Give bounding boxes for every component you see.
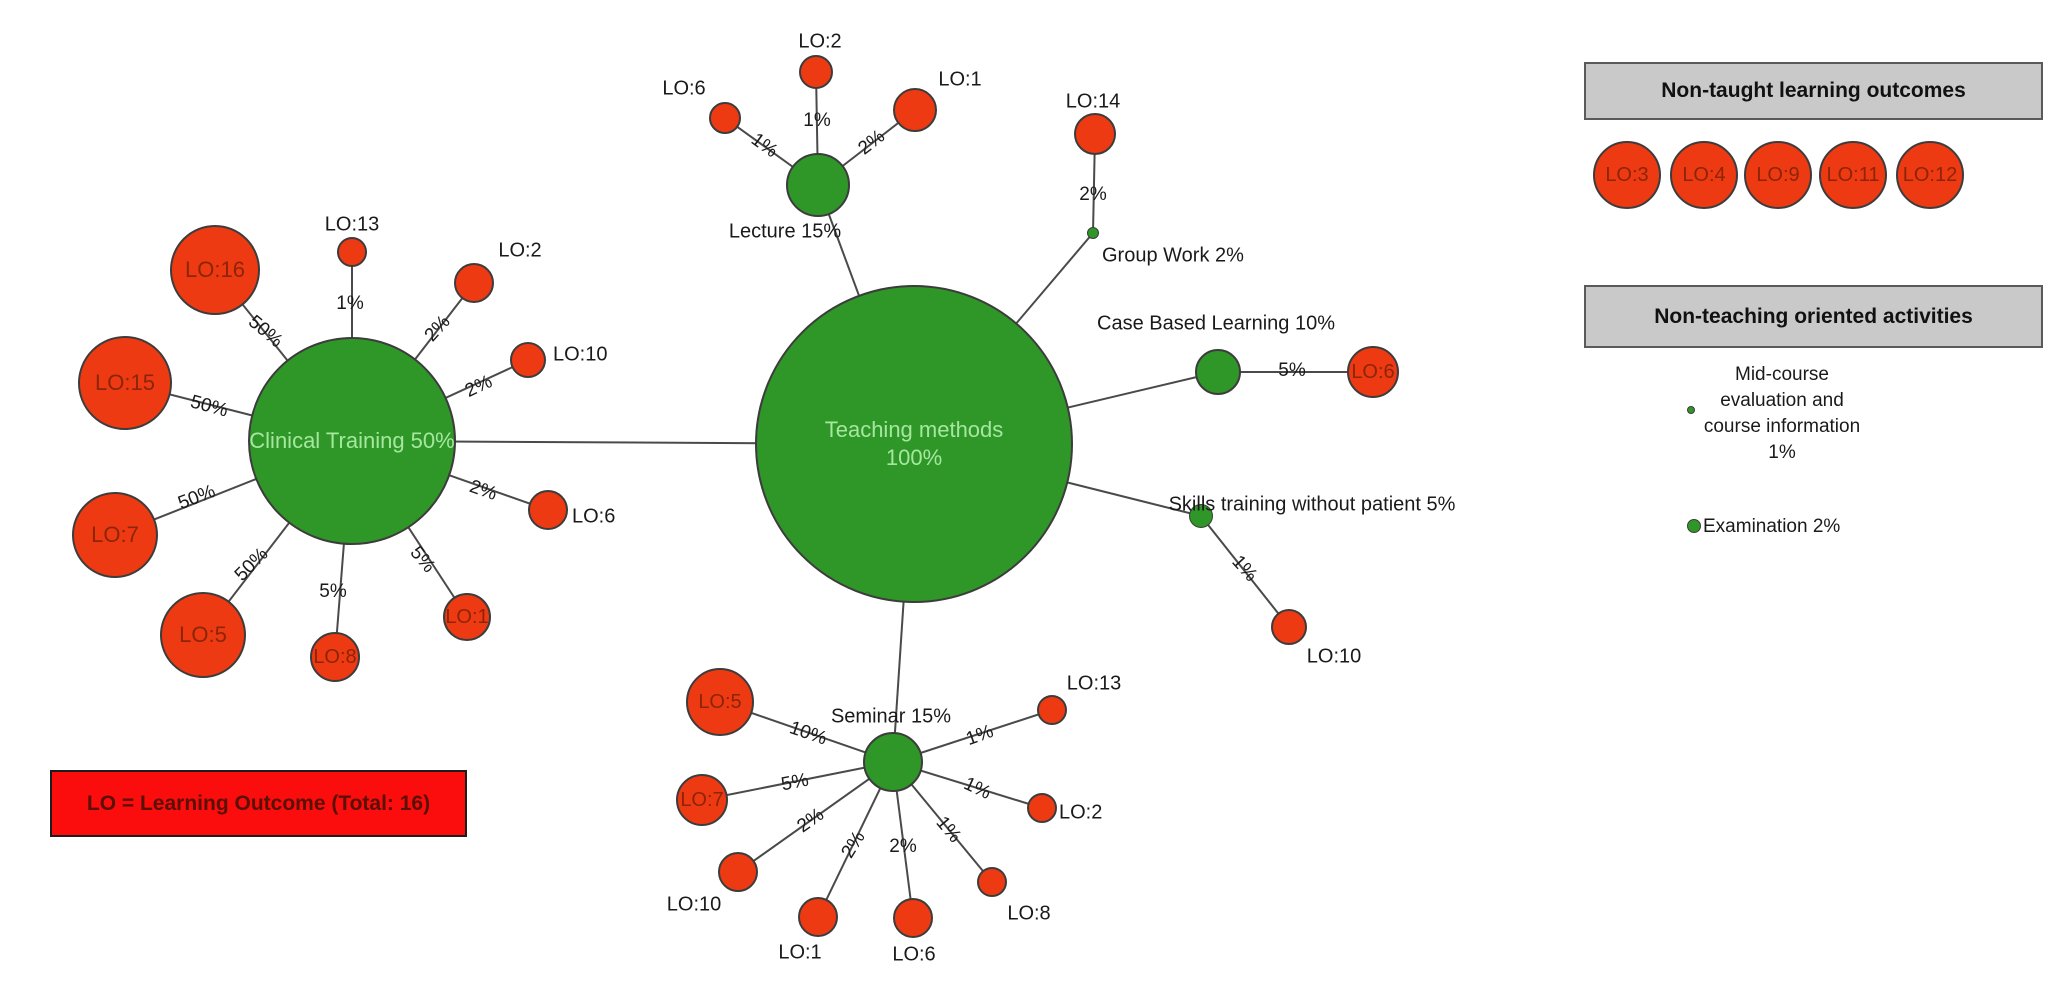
- satellite-clinical-lo7: LO:7: [72, 492, 158, 578]
- node-lecture: [786, 153, 850, 217]
- satellite-seminar-lo10-label: LO:10: [666, 893, 722, 916]
- legend-midcourse-dot: [1687, 406, 1695, 414]
- satellite-clinical-lo5-label: LO:5: [179, 622, 227, 647]
- node-group-work: [1087, 227, 1099, 239]
- node-clinical-training-label: Clinical Training 50%: [249, 428, 455, 453]
- legend-examination-dot: [1687, 519, 1701, 533]
- satellite-clinical-lo16: LO:16: [170, 225, 260, 315]
- satellite-lecture-lo6-label: LO:6: [662, 77, 706, 100]
- node-skills-training-label: Skills training without patient 5%: [1168, 493, 1456, 516]
- satellite-seminar-lo1: [798, 897, 838, 937]
- node-teaching-methods: Teaching methods 100%: [755, 285, 1073, 603]
- satellite-clinical-lo6: [528, 490, 568, 530]
- edge-label-groupwork-lo14: 2%: [1079, 184, 1107, 205]
- edge-skills-lo10: [1200, 515, 1290, 628]
- satellite-clinical-lo8-label: LO:8: [313, 645, 357, 668]
- satellite-clinical-lo15-label: LO:15: [95, 370, 155, 395]
- satellite-seminar-lo8: [977, 867, 1007, 897]
- legend-circle-lo12: LO:12: [1896, 141, 1964, 209]
- satellite-seminar-lo5: LO:5: [686, 668, 754, 736]
- satellite-clinical-lo7-label: LO:7: [91, 522, 139, 547]
- legend-midcourse-label: Mid-course evaluation and course informa…: [1703, 364, 1861, 463]
- node-case-based-learning: [1195, 349, 1241, 395]
- satellite-clinical-lo5: LO:5: [160, 592, 246, 678]
- satellite-clinical-lo13: [337, 237, 367, 267]
- satellite-lecture-lo6: [709, 102, 741, 134]
- satellite-clinical-lo1-label: LO:1: [445, 605, 489, 628]
- legend-circle-lo4: LO:4: [1670, 141, 1738, 209]
- satellite-clinical-lo6-label: LO:6: [572, 505, 616, 528]
- legend-circle-lo11: LO:11: [1819, 141, 1887, 209]
- edge-label-lecture-lo2: 1%: [803, 110, 831, 131]
- satellite-clinical-lo2-label: LO:2: [498, 239, 542, 262]
- edge-label-clinical-lo8: 5%: [319, 581, 347, 602]
- satellite-skills-lo10: [1271, 609, 1307, 645]
- satellite-seminar-lo6: [893, 898, 933, 938]
- note-box: LO = Learning Outcome (Total: 16): [50, 770, 467, 837]
- legend-non-teaching-header: Non-teaching oriented activities: [1584, 285, 2043, 348]
- node-seminar: [863, 732, 923, 792]
- node-group-work-label: Group Work 2%: [1102, 244, 1244, 267]
- satellite-seminar-lo6-label: LO:6: [892, 943, 936, 966]
- satellite-seminar-lo8-label: LO:8: [1007, 902, 1051, 925]
- legend-circle-lo9: LO:9: [1744, 141, 1812, 209]
- node-clinical-training: Clinical Training 50%: [248, 337, 456, 545]
- legend-circle-lo11-label: LO:11: [1826, 163, 1880, 186]
- edge-label-seminar-lo6: 2%: [889, 836, 917, 857]
- edge-label-clinical-lo13: 1%: [336, 293, 364, 314]
- node-seminar-label: Seminar 15%: [830, 705, 952, 728]
- legend-circle-lo4-label: LO:4: [1682, 163, 1726, 186]
- satellite-seminar-lo10: [718, 852, 758, 892]
- legend-non-teaching-title: Non-teaching oriented activities: [1654, 304, 1973, 328]
- legend-circle-lo12-label: LO:12: [1902, 163, 1958, 186]
- legend-non-taught-title: Non-taught learning outcomes: [1661, 79, 1966, 102]
- satellite-seminar-lo7-label: LO:7: [680, 788, 724, 811]
- satellite-lecture-lo1-label: LO:1: [938, 68, 982, 91]
- satellite-groupwork-lo14-label: LO:14: [1065, 90, 1121, 113]
- satellite-clinical-lo10: [510, 342, 546, 378]
- satellite-clinical-lo1: LO:1: [443, 593, 491, 641]
- node-teaching-methods-label: Teaching methods 100%: [824, 417, 1004, 470]
- satellite-clinical-lo2: [454, 263, 494, 303]
- legend-circle-lo3: LO:3: [1593, 141, 1661, 209]
- node-case-based-learning-label: Case Based Learning 10%: [1097, 312, 1335, 335]
- edge-seminar-lo10: [737, 761, 894, 873]
- satellite-seminar-lo2-label: LO:2: [1059, 801, 1103, 824]
- satellite-clinical-lo16-label: LO:16: [185, 257, 245, 282]
- legend-examination-label: Examination 2%: [1703, 516, 1841, 537]
- satellite-lecture-lo2: [799, 55, 833, 89]
- satellite-lecture-lo1: [893, 88, 937, 132]
- satellite-lecture-lo2-label: LO:2: [798, 30, 842, 53]
- satellite-casebased-lo6: LO:6: [1347, 346, 1399, 398]
- satellite-seminar-lo1-label: LO:1: [778, 941, 822, 964]
- edge-seminar-lo7: [701, 761, 894, 801]
- satellite-seminar-lo13-label: LO:13: [1066, 672, 1122, 695]
- satellite-clinical-lo15: LO:15: [78, 336, 172, 430]
- edge-label-casebased-lo6: 5%: [1278, 360, 1306, 381]
- node-skills-training: [1189, 504, 1213, 528]
- satellite-groupwork-lo14: [1074, 113, 1116, 155]
- satellite-casebased-lo6-label: LO:6: [1351, 360, 1395, 383]
- satellite-clinical-lo10-label: LO:10: [553, 343, 608, 366]
- satellite-seminar-lo7: LO:7: [676, 774, 728, 826]
- legend-circle-lo3-label: LO:3: [1605, 163, 1649, 186]
- legend-circle-lo9-label: LO:9: [1756, 163, 1800, 186]
- legend-non-taught-header: Non-taught learning outcomes: [1584, 62, 2043, 120]
- satellite-seminar-lo5-label: LO:5: [698, 690, 742, 713]
- satellite-clinical-lo13-label: LO:13: [324, 213, 380, 236]
- satellite-clinical-lo8: LO:8: [310, 632, 360, 682]
- note-text: LO = Learning Outcome (Total: 16): [86, 791, 431, 815]
- satellite-seminar-lo2: [1027, 793, 1057, 823]
- satellite-seminar-lo13: [1037, 695, 1067, 725]
- node-lecture-label: Lecture 15%: [728, 220, 842, 243]
- satellite-skills-lo10-label: LO:10: [1306, 645, 1362, 668]
